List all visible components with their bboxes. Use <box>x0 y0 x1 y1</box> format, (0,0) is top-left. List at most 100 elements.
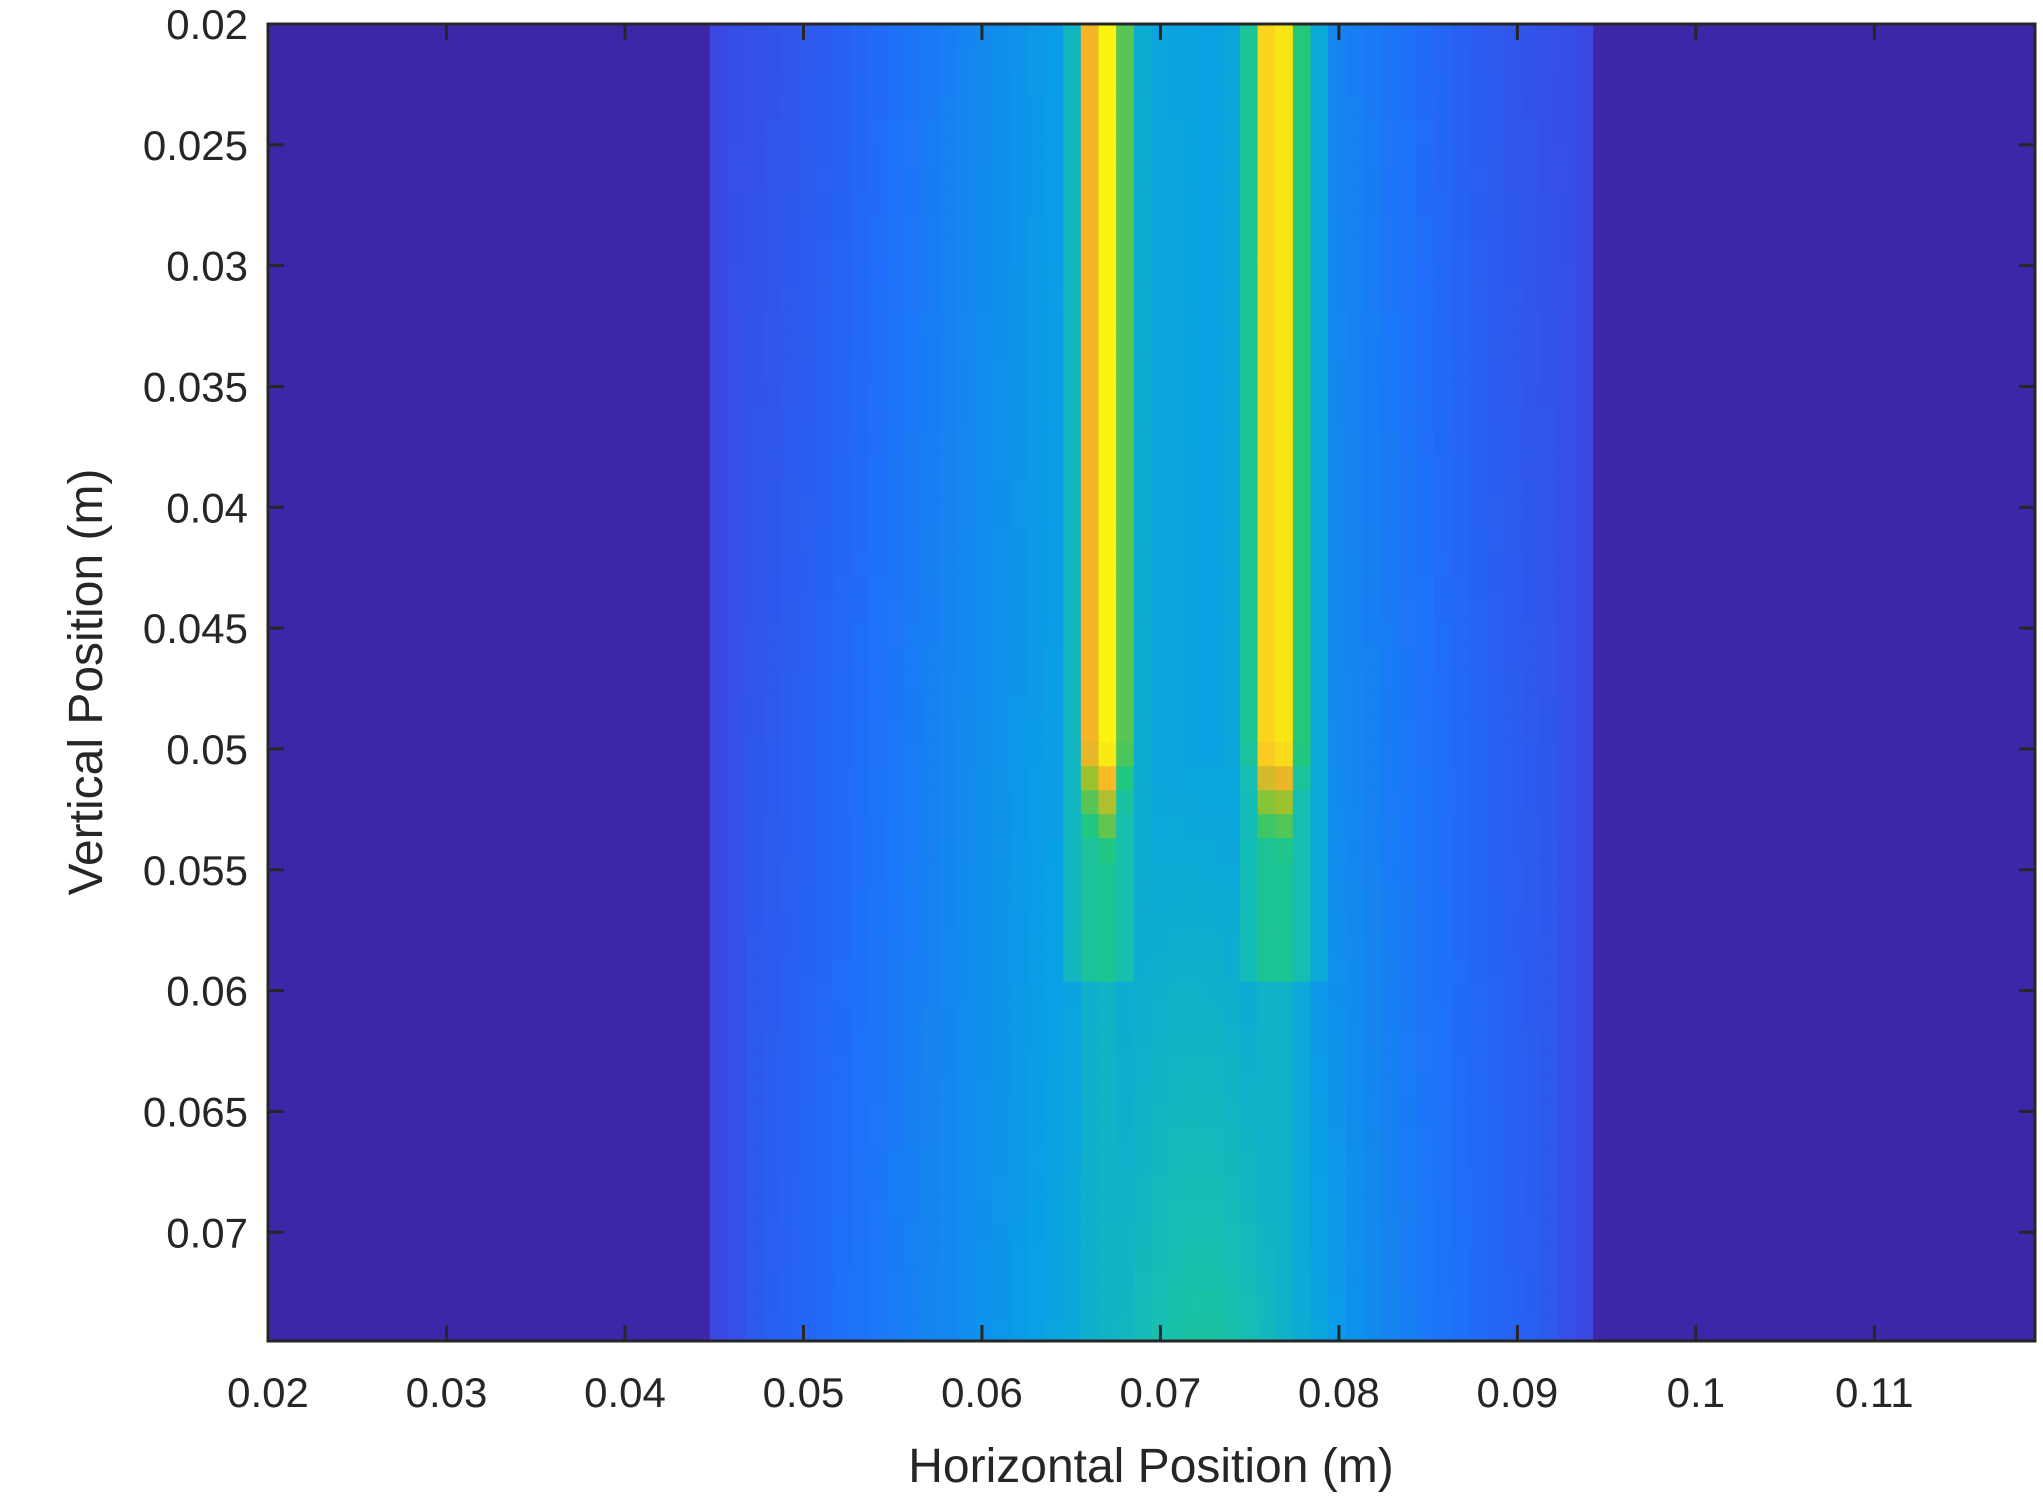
heatmap-cell <box>303 670 322 696</box>
heatmap-cell <box>1310 95 1329 121</box>
heatmap-cell <box>1593 287 1612 313</box>
heatmap-cell <box>1169 694 1188 720</box>
heatmap-cell <box>1063 167 1082 193</box>
heatmap-cell <box>639 1101 658 1127</box>
heatmap-cell <box>1045 311 1064 337</box>
heatmap-cell <box>1928 1197 1948 1223</box>
heatmap-cell <box>621 95 640 121</box>
heatmap-cell <box>1487 1125 1506 1151</box>
heatmap-cell <box>1345 1053 1365 1079</box>
heatmap-cell <box>1663 167 1683 193</box>
heatmap-cell <box>833 119 852 145</box>
heatmap-cell <box>1328 670 1347 696</box>
heatmap-cell <box>851 455 870 480</box>
heatmap-cell <box>1981 550 2001 576</box>
heatmap-cell <box>1822 143 1842 169</box>
heatmap-cell <box>2017 335 2036 361</box>
heatmap-cell <box>533 1005 552 1031</box>
heatmap-cell <box>1981 1125 2001 1151</box>
heatmap-cell <box>1663 981 1683 1007</box>
heatmap-cell <box>1487 646 1506 672</box>
heatmap-cell <box>1999 263 2019 289</box>
heatmap-cell <box>886 71 905 97</box>
heatmap-cell <box>1858 215 1877 241</box>
heatmap-cell <box>586 814 605 839</box>
heatmap-cell <box>268 239 287 265</box>
heatmap-cell <box>1257 95 1276 121</box>
heatmap-cell <box>1416 502 1436 528</box>
heatmap-cell <box>1434 909 1453 935</box>
heatmap-cell <box>1416 742 1436 768</box>
heatmap-cell <box>1575 1005 1595 1031</box>
heatmap-cell <box>1610 502 1630 528</box>
heatmap-cell <box>1858 838 1877 863</box>
heatmap-cell <box>268 71 287 97</box>
heatmap-cell <box>798 455 817 480</box>
heatmap-cell <box>1504 766 1524 792</box>
heatmap-cell <box>727 287 746 313</box>
heatmap-cell <box>1628 694 1648 720</box>
heatmap-cell <box>1434 742 1453 768</box>
heatmap-cell <box>1257 574 1276 600</box>
heatmap-cell <box>1628 814 1648 839</box>
heatmap-cell <box>1416 909 1436 935</box>
heatmap-cell <box>1610 311 1630 337</box>
heatmap-cell <box>1805 1197 1824 1223</box>
heatmap-cell <box>1204 981 1223 1007</box>
heatmap-cell <box>1151 1053 1170 1079</box>
heatmap-cell <box>1805 598 1824 624</box>
heatmap-cell <box>374 239 393 265</box>
heatmap-cell <box>1204 1005 1223 1031</box>
heatmap-cell <box>1045 71 1064 97</box>
heatmap-cell <box>1063 287 1082 313</box>
heatmap-cell <box>1239 502 1259 528</box>
heatmap-cell <box>586 407 605 432</box>
heatmap-cell <box>974 95 994 121</box>
heatmap-cell <box>427 1173 446 1199</box>
heatmap-cell <box>603 191 623 217</box>
heatmap-cell <box>338 47 358 73</box>
heatmap-cell <box>851 814 870 839</box>
heatmap-cell <box>762 886 782 911</box>
heatmap-cell <box>939 718 958 744</box>
heatmap-cell <box>303 407 322 432</box>
heatmap-cell <box>1999 718 2019 744</box>
heatmap-cell <box>974 1197 994 1223</box>
heatmap-cell <box>1557 311 1577 337</box>
heatmap-cell <box>692 646 711 672</box>
heatmap-cell <box>1699 47 1718 73</box>
heatmap-cell <box>1487 478 1506 504</box>
heatmap-cell <box>1504 1077 1524 1103</box>
heatmap-cell <box>921 718 941 744</box>
heatmap-cell <box>656 95 676 121</box>
heatmap-cell <box>1822 47 1842 73</box>
heatmap-cell <box>727 167 746 193</box>
heatmap-cell <box>1928 383 1948 408</box>
heatmap-cell <box>1398 407 1418 432</box>
heatmap-cell <box>621 766 640 792</box>
heatmap-cell <box>1681 167 1701 193</box>
heatmap-cell <box>1487 981 1506 1007</box>
heatmap-cell <box>1169 526 1188 552</box>
heatmap-cell <box>1027 694 1047 720</box>
heatmap-cell <box>692 694 711 720</box>
heatmap-cell <box>1116 1101 1135 1127</box>
heatmap-cell <box>391 167 411 193</box>
heatmap-cell <box>568 215 587 241</box>
heatmap-cell <box>1504 239 1524 265</box>
heatmap-cell <box>1840 191 1860 217</box>
heatmap-cell <box>1734 1149 1754 1175</box>
heatmap-cell <box>621 742 640 768</box>
heatmap-cell <box>1769 981 1789 1007</box>
heatmap-cell <box>1928 431 1948 456</box>
heatmap-cell <box>1575 263 1595 289</box>
heatmap-cell <box>356 909 375 935</box>
heatmap-cell <box>1663 622 1683 648</box>
heatmap-cell <box>1363 383 1383 408</box>
heatmap-cell <box>1752 502 1771 528</box>
heatmap-cell <box>1398 981 1418 1007</box>
heatmap-cell <box>851 407 870 432</box>
heatmap-cell <box>992 1197 1011 1223</box>
heatmap-cell <box>1116 263 1135 289</box>
heatmap-cell <box>1151 694 1170 720</box>
